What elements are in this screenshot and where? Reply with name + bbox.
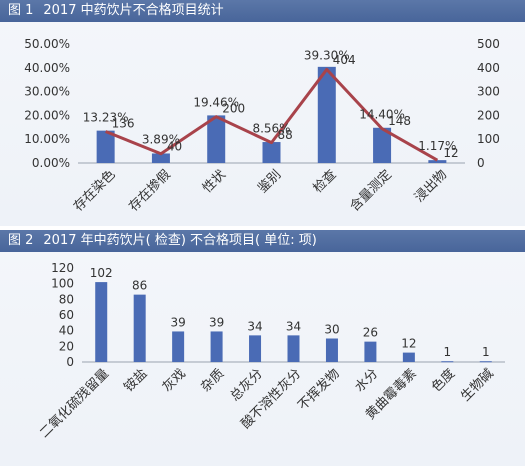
- percent-value-label: 14.40%: [359, 108, 405, 122]
- right-axis-tick-label: 0: [477, 156, 485, 170]
- bar-value-label: 404: [333, 53, 356, 67]
- percent-value-label: 1.17%: [418, 139, 456, 153]
- bar-value-label: 12: [401, 337, 416, 351]
- category-label: 存在掺假: [126, 167, 174, 215]
- figure-1-header: 图 1 2017 中药饮片不合格项目统计: [0, 0, 525, 22]
- bar: [441, 361, 454, 363]
- percent-value-label: 3.89%: [142, 133, 180, 147]
- bar: [95, 282, 108, 362]
- bar: [133, 294, 146, 362]
- left-axis-tick-label: 10.00%: [24, 132, 70, 146]
- bar-value-label: 30: [324, 323, 339, 337]
- left-axis-tick-label: 20.00%: [24, 108, 70, 122]
- right-axis-tick-label: 100: [477, 132, 500, 146]
- category-label: 性状: [200, 167, 229, 196]
- bar-value-label: 39: [170, 315, 185, 329]
- left-axis-tick-label: 40.00%: [24, 61, 70, 75]
- y-axis-tick-label: 80: [59, 292, 74, 306]
- right-axis-tick-label: 300: [477, 85, 500, 99]
- right-axis-tick-label: 400: [477, 61, 500, 75]
- bar-value-label: 39: [209, 315, 224, 329]
- bar-value-label: 148: [388, 114, 411, 128]
- left-axis-tick-label: 50.00%: [24, 37, 70, 51]
- bar-value-label: 34: [247, 319, 262, 333]
- percent-value-label: 19.46%: [193, 96, 239, 110]
- figure-2-title: 2017 年中药饮片( 检查) 不合格项目( 单位: 项): [43, 233, 317, 248]
- category-label: 色度: [428, 366, 458, 396]
- bar: [364, 341, 377, 362]
- category-label: 不挥发物: [295, 366, 343, 414]
- y-axis-tick-label: 100: [51, 277, 74, 291]
- bar: [249, 335, 262, 362]
- bar-value-label: 88: [278, 128, 293, 142]
- chart-1-svg: 0.00% 10.00% 20.00% 30.00% 40.00% 50.00% 0 100 2…: [24, 37, 500, 215]
- bar: [479, 361, 492, 363]
- category-label: 生物碱: [458, 366, 496, 404]
- category-label: 存在染色: [70, 167, 118, 215]
- bar: [210, 331, 223, 362]
- percent-line: [105, 67, 439, 162]
- bar-value-label: 200: [222, 101, 245, 115]
- bar-value-label: 136: [112, 117, 135, 131]
- bar-value-label: 86: [132, 279, 147, 293]
- figure-2: 图 2 2017 年中药饮片( 检查) 不合格项目( 单位: 项) 0 20 40 60…: [0, 230, 525, 466]
- bar-value-label: 102: [90, 266, 113, 280]
- bar: [317, 66, 336, 163]
- left-axis-tick-label: 0.00%: [32, 156, 70, 170]
- bar-value-label: 1: [443, 345, 451, 359]
- bar-value-label: 26: [363, 326, 378, 340]
- category-label: 含量测定: [347, 167, 395, 215]
- bar: [96, 130, 115, 163]
- category-label: 灰戏: [160, 366, 189, 395]
- y-axis-tick-label: 0: [66, 355, 74, 369]
- right-axis-tick-label: 500: [477, 37, 500, 51]
- figure-1: 图 1 2017 中药饮片不合格项目统计 0.00% 10.00% 20.00% 30.…: [0, 0, 525, 226]
- right-axis-tick-label: 200: [477, 108, 500, 122]
- left-axis-tick-label: 30.00%: [24, 85, 70, 99]
- category-label: 鉴别: [255, 167, 284, 196]
- bar-value-label: 12: [443, 146, 458, 160]
- bar-value-label: 1: [482, 345, 490, 359]
- category-label: 杂质: [198, 366, 227, 395]
- bar-value-label: 40: [167, 139, 182, 153]
- percent-value-label: 8.56%: [252, 122, 290, 136]
- category-label: 铵盐: [122, 366, 151, 395]
- figure-1-title: 2017 中药饮片不合格项目统计: [43, 3, 224, 18]
- bar: [428, 160, 447, 163]
- y-axis-tick-label: 60: [59, 308, 74, 322]
- y-axis-tick-label: 40: [59, 324, 74, 338]
- figure-2-number: 图 2: [8, 233, 34, 248]
- bar: [262, 142, 281, 163]
- bar: [287, 335, 300, 362]
- percent-value-label: 13.23%: [83, 111, 129, 125]
- bar: [402, 352, 415, 362]
- category-label: 二氧化硫残留量: [37, 366, 112, 441]
- category-label: 水分: [352, 366, 381, 395]
- category-label: 浸出物: [412, 167, 450, 205]
- bar: [325, 338, 338, 362]
- y-axis-tick-label: 120: [51, 261, 74, 275]
- bar: [373, 127, 392, 163]
- category-label: 检查: [311, 167, 340, 196]
- bar: [207, 115, 226, 163]
- y-axis-tick-label: 20: [59, 339, 74, 353]
- figure-1-number: 图 1: [8, 3, 34, 18]
- bar-value-label: 34: [286, 319, 301, 333]
- bar: [172, 331, 185, 362]
- figure-2-header: 图 2 2017 年中药饮片( 检查) 不合格项目( 单位: 项): [0, 230, 525, 252]
- bar: [151, 153, 170, 163]
- percent-value-label: 39.30%: [304, 48, 350, 62]
